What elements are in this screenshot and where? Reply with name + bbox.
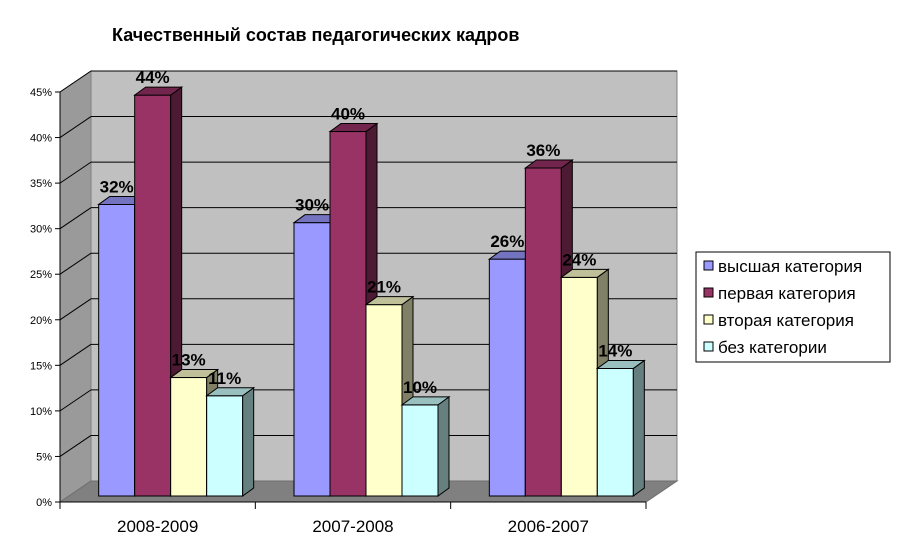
legend-label: вторая категория bbox=[718, 311, 854, 330]
bar-side bbox=[632, 359, 645, 497]
data-label: 36% bbox=[526, 141, 560, 160]
y-tick-label: 0% bbox=[36, 497, 52, 509]
bar-front bbox=[98, 203, 136, 497]
bar-front bbox=[365, 304, 403, 497]
bar-front bbox=[560, 276, 598, 497]
data-label: 24% bbox=[562, 250, 596, 269]
legend-label: высшая категория bbox=[718, 257, 862, 276]
gridline-side bbox=[59, 252, 92, 275]
bar-front bbox=[293, 222, 331, 497]
gridline-side bbox=[59, 435, 92, 457]
data-label: 44% bbox=[136, 68, 170, 87]
bar-top bbox=[559, 268, 610, 278]
gridline-side bbox=[59, 207, 92, 230]
data-label: 10% bbox=[403, 378, 437, 397]
legend-swatch bbox=[703, 341, 714, 352]
gridline-side bbox=[59, 116, 92, 138]
data-label: 11% bbox=[208, 369, 241, 388]
bar-top bbox=[400, 396, 451, 406]
gridline-side bbox=[59, 298, 92, 321]
bar-top bbox=[328, 123, 379, 133]
legend-label: первая категория bbox=[718, 284, 856, 303]
bar-top bbox=[133, 86, 184, 96]
bar-side bbox=[437, 395, 450, 497]
gridline-side bbox=[59, 389, 92, 412]
side-wall bbox=[59, 70, 92, 503]
bar-side bbox=[242, 386, 255, 497]
y-tick-label: 30% bbox=[30, 224, 52, 236]
gridline-side bbox=[59, 161, 92, 184]
y-tick-label: 10% bbox=[30, 406, 52, 418]
bar-top bbox=[364, 296, 415, 306]
bar-front bbox=[206, 395, 244, 497]
legend-swatch bbox=[703, 287, 714, 298]
bar-front bbox=[170, 377, 208, 497]
y-tick-label: 35% bbox=[30, 178, 52, 190]
bar-front bbox=[329, 131, 367, 497]
data-label: 26% bbox=[490, 232, 524, 251]
bar-top bbox=[523, 159, 574, 169]
bars-group bbox=[97, 86, 646, 497]
gridline-side bbox=[59, 343, 92, 366]
bar-front bbox=[488, 258, 526, 497]
chart-title: Качественный состав педагогических кадро… bbox=[112, 25, 519, 45]
legend-swatch bbox=[703, 314, 714, 325]
bar-top bbox=[169, 369, 220, 379]
x-tick-label: 2008-2009 bbox=[117, 517, 198, 536]
y-tick-label: 20% bbox=[30, 315, 52, 327]
y-tick-label: 40% bbox=[30, 133, 52, 145]
x-tick-label: 2006-2007 bbox=[508, 517, 589, 536]
data-label: 40% bbox=[331, 105, 365, 124]
legend-box bbox=[695, 251, 891, 363]
bar-front bbox=[524, 167, 562, 497]
y-tick-label: 5% bbox=[36, 451, 52, 463]
axes-group: 0% 5% 10% 15% 20% 25% 30% 35% 40% 45% 2008-2009 200… bbox=[30, 87, 647, 536]
legend-label: без категории bbox=[718, 338, 827, 357]
data-label: 30% bbox=[295, 196, 329, 215]
data-label: 21% bbox=[367, 278, 401, 297]
gridline-side bbox=[59, 70, 92, 93]
legend-swatch bbox=[703, 260, 714, 271]
bar-top bbox=[205, 387, 256, 397]
legend: высшая категория первая категория вторая к… bbox=[695, 251, 891, 363]
bar-top bbox=[595, 359, 646, 369]
bar-front bbox=[596, 367, 634, 497]
data-label: 13% bbox=[172, 351, 206, 370]
y-tick-label: 15% bbox=[30, 360, 52, 372]
y-tick-label: 45% bbox=[30, 87, 52, 99]
y-tick-label: 25% bbox=[30, 269, 52, 281]
data-label: 32% bbox=[100, 177, 134, 196]
data-label: 14% bbox=[598, 341, 632, 360]
data-labels-group: 32% 44% 13%11% 30% 40% 21% 10% 26% 36% 24% 14% bbox=[100, 68, 633, 397]
bar-front bbox=[134, 94, 172, 497]
x-tick-label: 2007-2008 bbox=[312, 517, 393, 536]
bar-front bbox=[401, 404, 439, 497]
